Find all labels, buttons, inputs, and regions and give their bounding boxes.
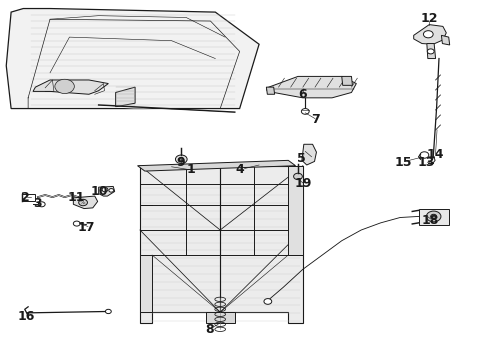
Polygon shape <box>266 87 274 94</box>
Polygon shape <box>140 255 152 312</box>
Polygon shape <box>205 312 234 323</box>
Text: 6: 6 <box>298 88 306 101</box>
Circle shape <box>426 211 440 222</box>
Text: 11: 11 <box>68 191 85 204</box>
Text: 4: 4 <box>235 163 244 176</box>
Text: 2: 2 <box>21 192 30 204</box>
Circle shape <box>79 199 87 206</box>
Polygon shape <box>413 24 446 44</box>
Polygon shape <box>140 166 302 323</box>
Circle shape <box>73 221 80 226</box>
Polygon shape <box>6 9 259 109</box>
Text: 18: 18 <box>421 213 438 226</box>
Polygon shape <box>22 194 35 201</box>
Polygon shape <box>116 87 135 107</box>
Circle shape <box>179 157 183 161</box>
Polygon shape <box>301 144 316 165</box>
Polygon shape <box>426 44 435 59</box>
Circle shape <box>105 309 111 314</box>
Text: 12: 12 <box>420 12 437 25</box>
Polygon shape <box>341 76 352 85</box>
Text: 14: 14 <box>426 148 443 161</box>
Polygon shape <box>441 35 449 45</box>
Polygon shape <box>137 160 295 171</box>
Text: 9: 9 <box>176 156 184 169</box>
Polygon shape <box>33 80 108 94</box>
Circle shape <box>102 188 108 192</box>
Text: 1: 1 <box>186 163 195 176</box>
Text: 7: 7 <box>310 113 319 126</box>
Polygon shape <box>287 166 302 255</box>
Polygon shape <box>73 196 98 208</box>
Text: 16: 16 <box>18 310 35 323</box>
Circle shape <box>430 214 436 219</box>
Polygon shape <box>266 76 356 98</box>
Text: 8: 8 <box>205 323 213 336</box>
Circle shape <box>293 173 302 180</box>
Circle shape <box>38 202 45 207</box>
Circle shape <box>109 189 114 192</box>
Circle shape <box>423 31 432 38</box>
Text: 10: 10 <box>91 185 108 198</box>
Text: 15: 15 <box>394 156 411 168</box>
Polygon shape <box>99 186 115 196</box>
Circle shape <box>301 109 308 114</box>
Text: 3: 3 <box>34 197 42 211</box>
Circle shape <box>419 152 428 158</box>
Circle shape <box>264 298 271 304</box>
Text: 13: 13 <box>416 156 434 169</box>
Circle shape <box>175 155 187 163</box>
Polygon shape <box>418 208 448 225</box>
Circle shape <box>55 79 74 94</box>
Circle shape <box>427 49 433 54</box>
Text: 5: 5 <box>297 152 305 165</box>
Text: 19: 19 <box>294 177 311 190</box>
Text: 17: 17 <box>78 221 95 234</box>
